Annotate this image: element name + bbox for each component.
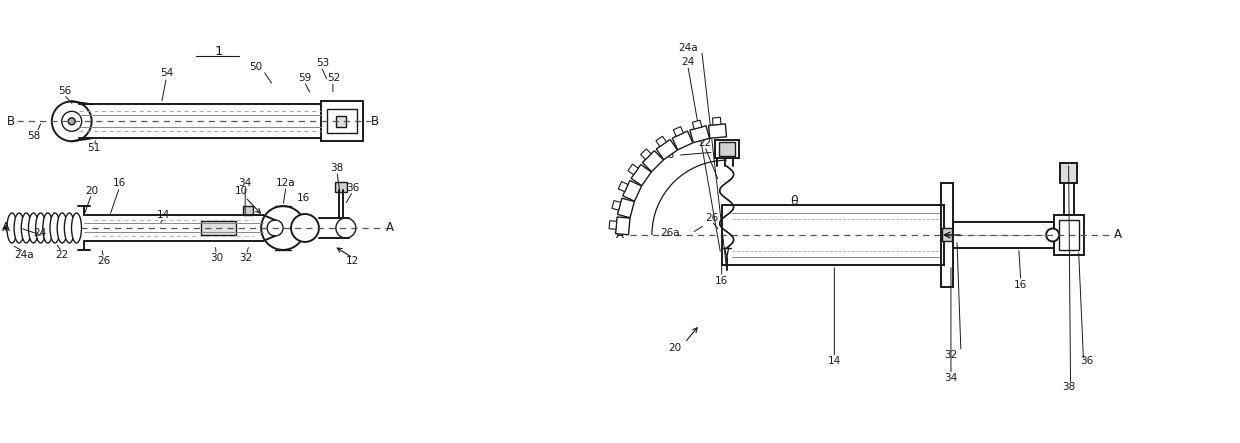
- Bar: [321, 101, 363, 141]
- Text: 34: 34: [945, 373, 957, 382]
- Circle shape: [1047, 229, 1059, 241]
- Bar: [201, 221, 236, 235]
- Text: 59: 59: [299, 74, 311, 83]
- Bar: [243, 206, 253, 215]
- Polygon shape: [609, 221, 616, 229]
- Text: 26: 26: [97, 256, 110, 266]
- Bar: [1059, 220, 1079, 250]
- Text: B: B: [7, 115, 15, 128]
- Polygon shape: [673, 127, 683, 136]
- Bar: [336, 116, 346, 127]
- Circle shape: [68, 118, 76, 125]
- Ellipse shape: [21, 213, 31, 243]
- Polygon shape: [656, 136, 666, 147]
- Text: 24: 24: [33, 228, 46, 238]
- Circle shape: [291, 214, 319, 242]
- Ellipse shape: [29, 213, 38, 243]
- Text: 24: 24: [681, 57, 694, 66]
- Bar: [1060, 163, 1078, 183]
- Text: 28: 28: [661, 150, 675, 160]
- Text: 36: 36: [346, 183, 360, 193]
- Text: 14: 14: [156, 210, 170, 220]
- Text: 14: 14: [828, 356, 841, 365]
- Text: 22: 22: [698, 138, 712, 148]
- Polygon shape: [642, 151, 663, 172]
- Bar: [722, 205, 944, 265]
- Text: 38: 38: [330, 163, 343, 173]
- Ellipse shape: [7, 213, 17, 243]
- Text: 20: 20: [86, 186, 98, 196]
- Bar: [1054, 215, 1084, 255]
- Text: 20: 20: [668, 342, 682, 353]
- Text: 30: 30: [210, 253, 223, 263]
- Text: 16: 16: [113, 178, 126, 188]
- Ellipse shape: [43, 213, 53, 243]
- Circle shape: [262, 206, 305, 250]
- Text: 50: 50: [249, 62, 263, 73]
- Polygon shape: [708, 124, 727, 138]
- Text: A: A: [2, 222, 10, 234]
- Text: 32: 32: [945, 350, 957, 360]
- Bar: [335, 182, 347, 192]
- Text: 56: 56: [58, 86, 72, 97]
- Circle shape: [267, 220, 283, 236]
- Polygon shape: [627, 164, 639, 175]
- Text: θ: θ: [791, 194, 799, 208]
- Polygon shape: [656, 140, 677, 159]
- Text: 1: 1: [215, 45, 223, 58]
- Text: 52: 52: [327, 74, 341, 83]
- Text: 58: 58: [27, 131, 41, 141]
- Ellipse shape: [64, 213, 74, 243]
- Bar: [954, 222, 1054, 248]
- Text: 24a: 24a: [14, 250, 33, 260]
- Text: 32: 32: [239, 253, 253, 263]
- Text: 34: 34: [238, 178, 252, 188]
- Polygon shape: [689, 126, 709, 143]
- Text: 53: 53: [316, 58, 330, 69]
- Ellipse shape: [36, 213, 46, 243]
- Polygon shape: [611, 201, 621, 210]
- Polygon shape: [641, 149, 651, 159]
- Ellipse shape: [57, 213, 67, 243]
- Text: 16: 16: [1014, 280, 1028, 290]
- Polygon shape: [713, 117, 720, 125]
- Text: 12: 12: [346, 256, 360, 266]
- Ellipse shape: [50, 213, 60, 243]
- Text: 54: 54: [160, 69, 174, 78]
- Text: 16: 16: [715, 276, 728, 286]
- Polygon shape: [615, 217, 630, 235]
- Circle shape: [52, 101, 92, 141]
- Polygon shape: [692, 120, 702, 129]
- Text: 10: 10: [234, 186, 248, 196]
- Text: 16: 16: [296, 193, 310, 203]
- Polygon shape: [631, 164, 651, 186]
- Bar: [1064, 170, 1074, 215]
- Ellipse shape: [72, 213, 82, 243]
- Text: A: A: [616, 229, 624, 241]
- Polygon shape: [672, 131, 693, 150]
- Bar: [719, 142, 734, 156]
- Bar: [714, 140, 739, 158]
- Text: 36: 36: [1080, 356, 1094, 365]
- Circle shape: [336, 218, 356, 238]
- Text: 26a: 26a: [660, 228, 680, 238]
- Text: 22: 22: [55, 250, 68, 260]
- Bar: [942, 229, 952, 241]
- Text: 38: 38: [1061, 382, 1075, 392]
- Circle shape: [62, 111, 82, 131]
- Text: B: B: [371, 115, 379, 128]
- Polygon shape: [619, 182, 627, 192]
- Text: A: A: [386, 222, 394, 234]
- Text: 24a: 24a: [678, 43, 698, 53]
- Polygon shape: [618, 198, 635, 218]
- Text: 51: 51: [87, 143, 100, 153]
- Polygon shape: [622, 181, 641, 201]
- Text: A: A: [1114, 229, 1121, 241]
- Bar: [327, 109, 357, 133]
- Text: 12a: 12a: [277, 178, 296, 188]
- Ellipse shape: [14, 213, 24, 243]
- Text: 26: 26: [706, 213, 718, 223]
